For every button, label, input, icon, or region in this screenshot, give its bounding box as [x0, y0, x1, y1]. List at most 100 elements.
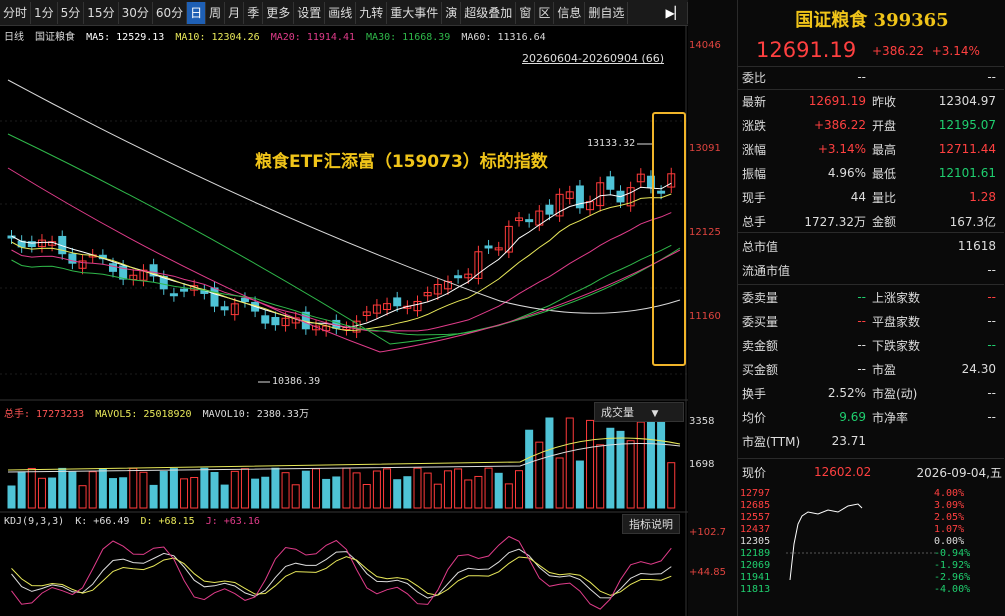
- date-range-link[interactable]: 20260604-20260904 (66): [522, 52, 665, 65]
- volume-bar: [7, 485, 16, 509]
- ma30-line-b: [7, 133, 681, 345]
- weibi-row: 委比 -- --: [738, 66, 1002, 88]
- toolbar-item-17[interactable]: 窗: [516, 1, 536, 24]
- ma5-line: [11, 182, 672, 328]
- mavol10-label: MAVOL10: 2380.33万: [202, 409, 309, 420]
- candle-body: [180, 288, 189, 292]
- ma5-label: MA5: 12529.13: [86, 32, 165, 43]
- volume-bar: [423, 472, 432, 509]
- volume-bar: [281, 472, 290, 509]
- market-cap-row: 流通市值 --: [738, 259, 1002, 281]
- quote-label-1: 最新: [742, 94, 767, 109]
- toolbar-item-13[interactable]: 九转: [356, 1, 388, 24]
- volume-bar: [565, 417, 574, 509]
- toolbar-item-14[interactable]: 重大事件: [387, 1, 443, 24]
- volume-bar: [342, 467, 351, 509]
- order-value-1: 2.52%: [827, 386, 866, 400]
- order-label-2: 下跌家数: [872, 338, 921, 353]
- quote-change: +386.22 +3.14%: [872, 44, 980, 58]
- toolbar-item-6[interactable]: 日: [187, 1, 207, 24]
- toolbar-item-15[interactable]: 演: [442, 1, 462, 24]
- volume-bar: [27, 467, 36, 509]
- volume-bar: [271, 467, 280, 509]
- toolbar-item-11[interactable]: 设置: [294, 1, 326, 24]
- toolbar-item-4[interactable]: 30分: [119, 1, 153, 24]
- candle-body: [596, 182, 605, 207]
- volume-bar: [504, 483, 513, 509]
- volume-bar: [575, 460, 584, 509]
- index-name-label: 国证粮食: [35, 32, 76, 43]
- market-cap-row: 总市值 11618: [738, 235, 1002, 257]
- weibi-value-2: --: [987, 70, 996, 84]
- candle-body: [261, 315, 270, 324]
- order-value-2: 24.30: [961, 362, 996, 376]
- quote-row: 涨跌 +386.22 开盘 12195.07: [738, 114, 1002, 136]
- volume-bar: [261, 476, 270, 509]
- candle-body: [494, 247, 503, 251]
- ma10-line: [11, 193, 672, 332]
- candle-body: [281, 317, 290, 327]
- quote-value-2: 12101.61: [938, 166, 996, 180]
- volume-bar: [169, 468, 178, 509]
- quote-panel: 国证粮食 399365 12691.19 +386.22 +3.14% 委比 -…: [737, 0, 1005, 616]
- toolbar-item-20[interactable]: 删自选: [585, 1, 629, 24]
- volume-axis-top: 3358: [689, 416, 715, 427]
- toolbar-item-12[interactable]: 画线: [325, 1, 357, 24]
- mini-left-axis-label: 12305: [740, 536, 770, 547]
- intraday-mini-svg[interactable]: 1279712685125571243712305121891206911941…: [738, 484, 1004, 616]
- now-date: 2026-09-04,五: [916, 465, 1002, 480]
- candle-body: [78, 260, 87, 269]
- mini-right-axis-label: -1.92%: [934, 560, 970, 571]
- intraday-mini-chart[interactable]: 12797 12685 12557 12437 12305 12189 12069 11941…: [738, 484, 1004, 616]
- ma30-line: [11, 244, 672, 336]
- volume-indicator-select[interactable]: 成交量 ▼: [594, 402, 684, 422]
- quote-change-pct: +3.14%: [931, 44, 980, 58]
- order-value-1: 23.71: [831, 434, 866, 448]
- kline-chart-svg[interactable]: [0, 26, 688, 616]
- toolbar-item-21[interactable]: ▶▏: [663, 1, 688, 24]
- mini-right-axis-label: 2.05%: [934, 512, 964, 523]
- candle-body: [27, 241, 36, 248]
- volume-legend: 总手: 17273233 MAVOL5: 25018920 MAVOL10: 2…: [4, 405, 314, 420]
- toolbar-item-9[interactable]: 季: [244, 1, 264, 24]
- toolbar-item-18[interactable]: 区: [535, 1, 555, 24]
- toolbar-item-0[interactable]: 分时: [0, 1, 32, 24]
- toolbar-item-16[interactable]: 超级叠加: [461, 1, 517, 24]
- mini-left-axis-label: 12189: [740, 548, 770, 559]
- volume-bar: [58, 467, 67, 509]
- mini-left-axis-label: 12557: [740, 512, 770, 523]
- volume-bar: [474, 475, 483, 509]
- quote-value-1: 1727.32万: [804, 214, 866, 229]
- toolbar-item-7[interactable]: 周: [206, 1, 226, 24]
- volume-bar: [616, 430, 625, 509]
- mini-left-axis-label: 12437: [740, 524, 770, 535]
- kdj-d-line: [11, 556, 672, 596]
- toolbar-item-2[interactable]: 5分: [58, 1, 85, 24]
- ma30-label: MA30: 11668.39: [366, 32, 451, 43]
- toolbar-item-5[interactable]: 60分: [153, 1, 188, 24]
- quote-label-1: 现手: [742, 190, 767, 205]
- volume-bar: [180, 478, 189, 509]
- volume-bar: [403, 476, 412, 509]
- kline-chart-area[interactable]: 日线 国证粮食 MA5: 12529.13 MA10: 12304.26 MA2…: [0, 26, 726, 616]
- toolbar-item-8[interactable]: 月: [225, 1, 245, 24]
- order-label-1: 换手: [742, 386, 767, 401]
- toolbar-item-3[interactable]: 15分: [84, 1, 119, 24]
- indicator-help-button[interactable]: 指标说明: [622, 514, 680, 534]
- kdj-axis-top: +102.7: [689, 527, 727, 538]
- order-row: 均价 9.69 市净率 --: [738, 406, 1002, 428]
- order-value-2: --: [987, 338, 996, 352]
- volume-bar: [667, 462, 676, 509]
- volume-bar: [586, 419, 595, 509]
- ma10-label: MA10: 12304.26: [175, 32, 260, 43]
- volume-bar: [606, 427, 615, 509]
- toolbar-item-1[interactable]: 1分: [31, 1, 58, 24]
- candle-body: [606, 176, 615, 190]
- candle-body: [37, 239, 46, 248]
- price-axis-4: 11160: [689, 311, 721, 322]
- toolbar-item-10[interactable]: 更多: [263, 1, 295, 24]
- toolbar-item-19[interactable]: 信息: [554, 1, 586, 24]
- price-axis-top: 14046: [689, 40, 721, 51]
- candle-body: [565, 191, 574, 199]
- candle-body: [515, 217, 523, 222]
